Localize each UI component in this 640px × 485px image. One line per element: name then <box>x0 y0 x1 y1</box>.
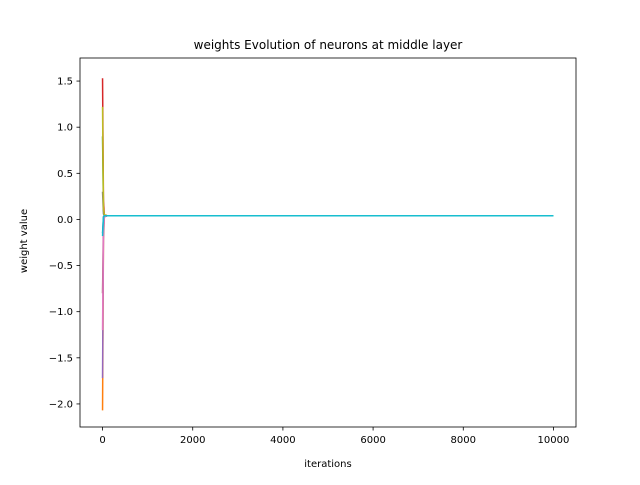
plot-frame <box>79 57 577 428</box>
y-tick-label-5: 0.5 <box>57 169 73 180</box>
x-axis-label: iterations <box>304 459 351 470</box>
x-tick-label-1: 2000 <box>180 435 205 446</box>
y-tick-label-2: −1.0 <box>49 307 73 318</box>
y-tick-label-0: −2.0 <box>49 399 73 410</box>
x-tick-label-3: 6000 <box>360 435 385 446</box>
x-tick-label-0: 0 <box>99 435 105 446</box>
y-tick-label-6: 1.0 <box>57 123 73 134</box>
y-tick-label-4: 0.0 <box>57 215 73 226</box>
axes-layer: 0 2000 4000 6000 8000 10000 −2.0 −1.5 −1.0 −0.5 0.… <box>49 57 577 446</box>
series-line-10 <box>101 215 554 237</box>
y-tick-label-3: −0.5 <box>49 261 73 272</box>
y-tick-label-7: 1.5 <box>57 77 73 88</box>
y-tick-label-1: −1.5 <box>49 353 73 364</box>
x-tick-label-5: 10000 <box>538 435 570 446</box>
x-tick-label-2: 4000 <box>270 435 295 446</box>
y-axis-label: weight value <box>19 209 30 273</box>
chart-title: weights Evolution of neurons at middle l… <box>194 38 463 52</box>
series-layer <box>101 78 554 411</box>
x-tick-label-4: 8000 <box>451 435 476 446</box>
